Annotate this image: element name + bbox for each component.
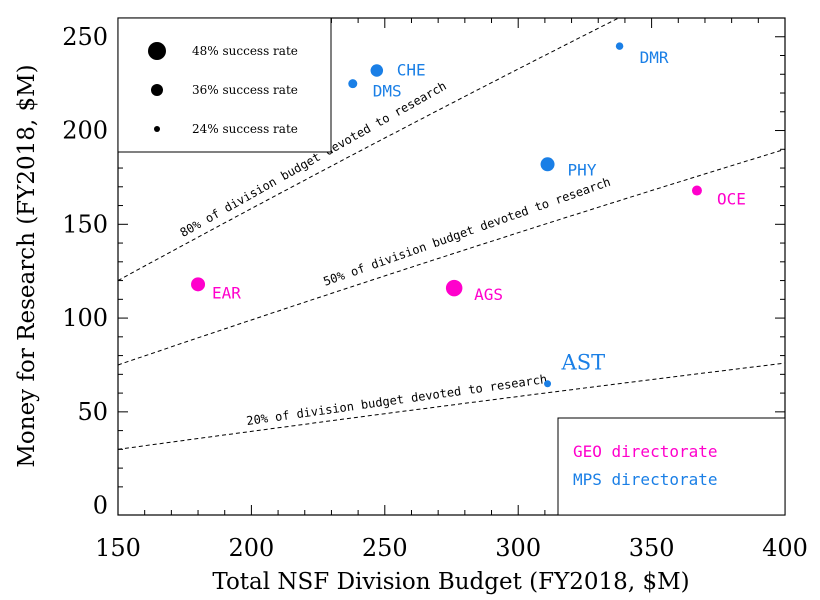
color-legend-label: MPS directorate <box>573 470 718 489</box>
data-point-che <box>370 64 384 77</box>
color-legend-label: GEO directorate <box>573 442 718 461</box>
reference-line <box>118 148 785 366</box>
reference-line-label: 50% of division budget devoted to resear… <box>321 175 612 289</box>
y-tick-label: 200 <box>62 117 108 145</box>
data-point-phy <box>540 157 555 172</box>
data-label-ast: AST <box>561 351 606 375</box>
data-label-dmr: DMR <box>640 48 669 67</box>
x-tick-label: 150 <box>95 534 141 562</box>
size-legend-marker <box>148 42 166 60</box>
data-point-ear <box>191 277 206 292</box>
size-legend-label: 48% success rate <box>192 44 298 58</box>
reference-line <box>118 362 785 450</box>
axis-ticks: 150 200 250 300 350 400 0 50 100 150 200 250 <box>62 18 808 562</box>
data-label-oce: OCE <box>717 190 746 209</box>
reference-line-label: 20% of division budget devoted to resear… <box>246 372 548 428</box>
x-axis-title: Total NSF Division Budget (FY2018, $M) <box>212 569 689 595</box>
y-tick-label: 250 <box>62 23 108 51</box>
y-tick-label: 100 <box>62 304 108 332</box>
y-axis-title: Money for Research (FY2018, $M) <box>14 64 40 467</box>
data-label-che: CHE <box>397 61 426 80</box>
plot-frame <box>117 17 786 516</box>
size-legend-marker <box>151 84 163 96</box>
x-tick-label: 250 <box>362 534 408 562</box>
size-legend-label: 24% success rate <box>192 122 298 136</box>
data-point-ags <box>445 279 463 297</box>
x-tick-label: 350 <box>629 534 675 562</box>
x-tick-label: 300 <box>495 534 541 562</box>
data-label-ear: EAR <box>212 283 241 302</box>
size-legend-box <box>117 17 332 153</box>
data-point-ast <box>544 380 552 388</box>
data-point-dms <box>348 79 358 89</box>
color-legend: GEO directorate MPS directorate <box>557 417 786 516</box>
reference-line <box>118 18 620 282</box>
data-point-dmr <box>615 42 624 50</box>
size-legend: 48% success rate 36% success rate 24% succ… <box>117 17 332 153</box>
reference-lines <box>118 18 785 450</box>
y-tick-label: 50 <box>77 398 108 426</box>
x-tick-label: 200 <box>228 534 274 562</box>
y-tick-label: 0 <box>93 492 108 520</box>
color-legend-box <box>557 417 786 516</box>
data-point-oce <box>691 185 702 196</box>
size-legend-marker <box>154 126 160 132</box>
data-points: EAR AGS OCE PHY CHE DMS DMR AST <box>191 42 746 388</box>
x-tick-label: 400 <box>762 534 808 562</box>
size-legend-label: 36% success rate <box>192 83 298 97</box>
y-tick-label: 150 <box>62 210 108 238</box>
data-label-phy: PHY <box>568 160 597 179</box>
data-label-ags: AGS <box>474 285 503 304</box>
data-label-dms: DMS <box>373 82 402 101</box>
